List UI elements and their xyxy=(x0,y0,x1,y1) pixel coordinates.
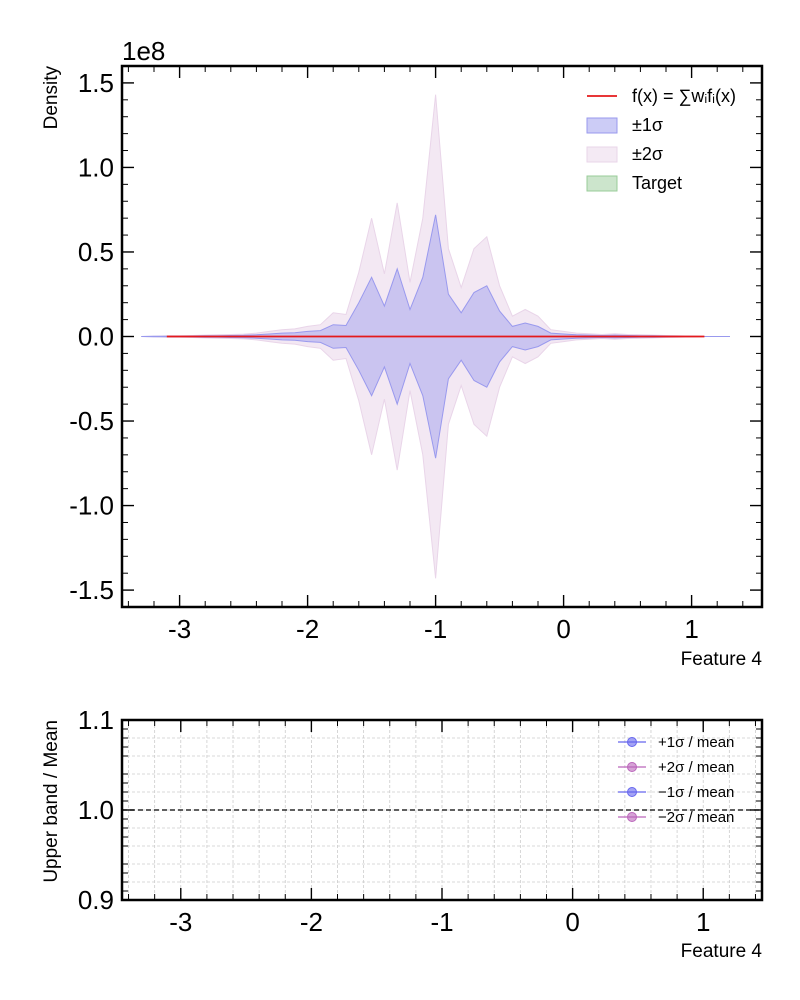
legend-label: ±1σ xyxy=(632,115,663,135)
ratio-y-tick-label: 1.0 xyxy=(78,795,114,825)
x-tick-label: 0 xyxy=(556,614,570,644)
x-tick-label: -3 xyxy=(168,614,191,644)
density-panel: -3 -2 -1 0 1 -1.5 -1.0 -0.5 0.0 0.5 1.0 1.5 1e8 Den… xyxy=(41,36,764,670)
ratio-x-tick-label: 1 xyxy=(696,907,710,937)
y-scale-multiplier: 1e8 xyxy=(122,36,165,66)
y-tick-label: -1.0 xyxy=(69,491,114,521)
ratio-legend-marker xyxy=(627,787,637,797)
legend-label: Target xyxy=(632,173,682,193)
legend-patch-swatch xyxy=(586,146,618,163)
ratio-y-tick-label: 0.9 xyxy=(78,885,114,915)
ratio-legend-marker xyxy=(627,812,637,822)
ratio-legend-marker xyxy=(627,737,637,747)
y-axis-label: Density xyxy=(41,66,62,130)
legend: f(x) = ∑wᵢfᵢ(x) ±1σ ±2σ Target xyxy=(586,86,736,193)
ratio-x-axis-label: Feature 4 xyxy=(681,941,763,962)
x-tick-label: 1 xyxy=(684,614,698,644)
y-tick-label: 0.0 xyxy=(78,322,114,352)
ratio-panel: -3 -2 -1 0 1 0.9 1.0 1.1 Upper band / Mean Feat… xyxy=(41,705,764,962)
ratio-plot-frame xyxy=(120,718,764,902)
ratio-x-tick-label: 0 xyxy=(565,907,579,937)
ratio-x-tick-label: -1 xyxy=(430,907,453,937)
y-tick-label: 1.5 xyxy=(78,68,114,98)
top-plot-frame xyxy=(120,64,764,609)
legend-patch-swatch xyxy=(586,117,618,134)
ratio-legend: +1σ / mean +2σ / mean −1σ / mean −2σ / mean xyxy=(618,734,734,826)
ratio-x-tick-label: -3 xyxy=(169,907,192,937)
ratio-legend-label: −1σ / mean xyxy=(658,784,734,801)
top-axis-ticks: -3 -2 -1 0 1 -1.5 -1.0 -0.5 0.0 0.5 1.0 1.5 xyxy=(69,65,762,644)
ratio-x-tick-label: -2 xyxy=(300,907,323,937)
ratio-y-tick-label: 1.1 xyxy=(78,705,114,735)
y-tick-label: 0.5 xyxy=(78,237,114,267)
legend-patch-swatch xyxy=(586,175,618,192)
x-tick-label: -2 xyxy=(296,614,319,644)
ratio-legend-marker xyxy=(627,762,637,772)
ratio-y-axis-label: Upper band / Mean xyxy=(41,720,62,883)
y-tick-label: 1.0 xyxy=(78,152,114,182)
ratio-legend-label: −2σ / mean xyxy=(658,809,734,826)
x-axis-label: Feature 4 xyxy=(681,649,763,670)
x-tick-label: -1 xyxy=(424,614,447,644)
y-tick-label: -0.5 xyxy=(69,406,114,436)
ratio-legend-label: +1σ / mean xyxy=(658,734,734,751)
y-tick-label: -1.5 xyxy=(69,575,114,605)
legend-label: f(x) = ∑wᵢfᵢ(x) xyxy=(632,86,736,106)
legend-label: ±2σ xyxy=(632,144,663,164)
ratio-legend-label: +2σ / mean xyxy=(658,759,734,776)
